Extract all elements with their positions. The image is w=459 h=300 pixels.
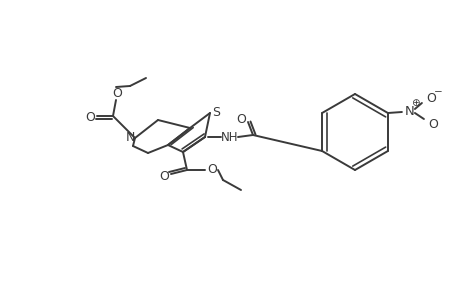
Text: O: O <box>427 118 437 130</box>
Text: O: O <box>207 163 217 176</box>
Text: O: O <box>85 110 95 124</box>
Text: NH: NH <box>221 130 238 143</box>
Text: ⊕: ⊕ <box>409 98 418 108</box>
Text: O: O <box>112 86 122 100</box>
Text: S: S <box>212 106 219 118</box>
Text: O: O <box>159 169 168 182</box>
Text: O: O <box>235 112 246 125</box>
Text: N: N <box>404 104 414 118</box>
Text: O: O <box>425 92 435 104</box>
Text: N: N <box>125 130 134 143</box>
Text: −: − <box>432 87 441 97</box>
